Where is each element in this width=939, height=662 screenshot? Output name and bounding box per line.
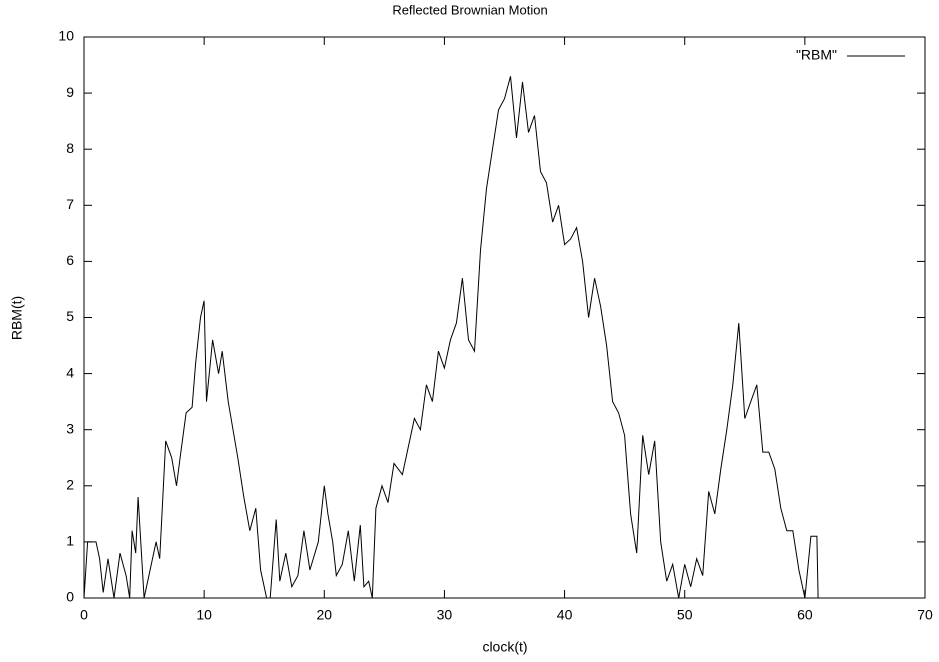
x-tick-label: 30 <box>437 607 453 623</box>
x-tick-label: 20 <box>316 607 332 623</box>
y-tick-label: 1 <box>66 533 74 549</box>
y-axis-label: RBM(t) <box>9 296 25 340</box>
x-tick-label: 0 <box>80 607 88 623</box>
y-tick-label: 7 <box>66 196 74 212</box>
data-line <box>83 76 819 599</box>
legend-label: "RBM" <box>796 47 837 63</box>
x-axis-label: clock(t) <box>482 639 527 655</box>
y-tick-label: 10 <box>58 28 74 44</box>
x-tick-label: 70 <box>917 607 933 623</box>
plot-border <box>83 36 926 599</box>
chart-title: Reflected Brownian Motion <box>392 2 547 17</box>
y-tick-label: 6 <box>66 252 74 268</box>
y-tick-label: 0 <box>66 589 74 605</box>
y-tick-label: 8 <box>66 140 74 156</box>
y-tick-label: 5 <box>66 308 74 324</box>
x-tick-label: 60 <box>797 607 813 623</box>
x-tick-label: 10 <box>196 607 212 623</box>
y-tick-label: 9 <box>66 84 74 100</box>
y-tick-label: 4 <box>66 364 74 380</box>
x-tick-label: 50 <box>677 607 693 623</box>
y-tick-label: 2 <box>66 477 74 493</box>
y-tick-label: 3 <box>66 420 74 436</box>
x-tick-label: 40 <box>557 607 573 623</box>
